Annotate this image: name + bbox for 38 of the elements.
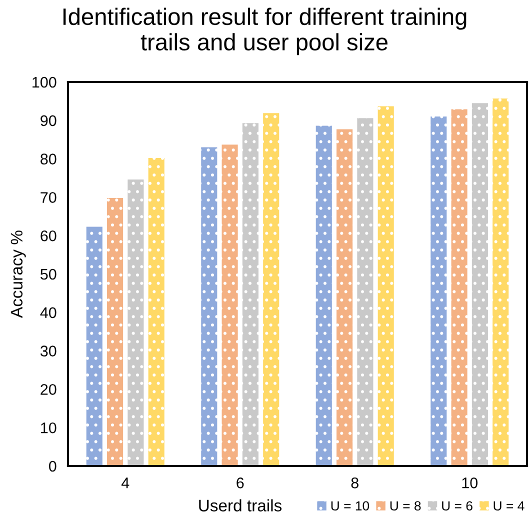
bar xyxy=(128,180,144,466)
legend-label: U = 4 xyxy=(494,501,524,511)
chart-title: Identification result for different training trails and user pool size xyxy=(63,8,466,56)
bar xyxy=(201,147,218,466)
x-axis-title: Userd trails xyxy=(199,499,282,512)
y-tick-label: 90 xyxy=(40,115,56,126)
legend-label: U = 10 xyxy=(331,501,370,511)
y-tick-label: 80 xyxy=(40,154,56,164)
x-tick-label: 4 xyxy=(121,478,130,488)
x-tick-label: 8 xyxy=(351,478,358,488)
y-tick-label: 10 xyxy=(41,422,56,434)
bar xyxy=(86,226,102,466)
legend-label: U = 8 xyxy=(390,501,421,511)
bar xyxy=(430,116,447,466)
bar xyxy=(107,198,124,466)
y-tick-label: 70 xyxy=(40,192,56,203)
y-tick-label: 60 xyxy=(40,230,56,242)
x-tick-label: 10 xyxy=(462,478,478,488)
bar xyxy=(336,129,353,466)
x-tick-label: 6 xyxy=(236,478,244,488)
y-tick-label: 40 xyxy=(40,307,56,318)
bar xyxy=(472,103,488,466)
y-axis-title: Accuracy % xyxy=(10,230,26,318)
legend-label: U = 6 xyxy=(442,501,472,511)
y-tick-label: 0 xyxy=(48,460,56,472)
y-tick-label: 30 xyxy=(40,346,56,356)
bar xyxy=(378,106,394,466)
bar xyxy=(222,144,238,466)
bar xyxy=(492,98,509,466)
y-tick-label: 100 xyxy=(32,76,56,88)
bar xyxy=(148,158,164,466)
bar xyxy=(357,118,374,466)
bar xyxy=(263,113,280,466)
bar xyxy=(316,126,332,466)
y-tick-label: 20 xyxy=(40,384,56,395)
y-tick-label: 50 xyxy=(40,268,56,280)
bar xyxy=(451,109,468,466)
bar xyxy=(242,123,258,466)
